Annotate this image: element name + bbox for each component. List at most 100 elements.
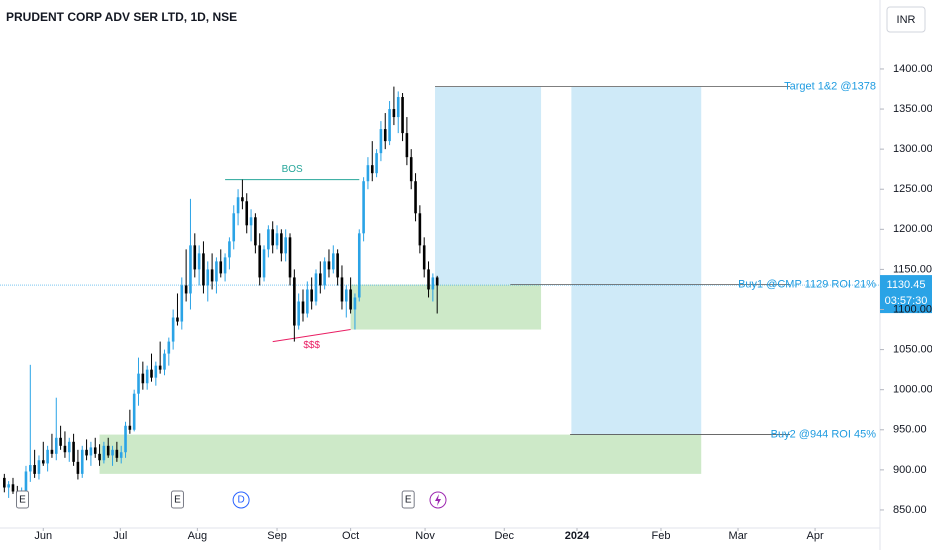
currency[interactable]: INR (897, 14, 916, 26)
candle-body (210, 269, 214, 282)
y-tick-label: 1350.00 (893, 103, 932, 115)
y-tick-label: 1200.00 (893, 223, 932, 235)
candle-body (336, 253, 339, 278)
structure-line (272, 329, 351, 343)
candle-body (7, 484, 10, 488)
candle-body (171, 317, 175, 342)
candle-body (340, 277, 344, 302)
candle-body (344, 289, 348, 302)
candle-body (59, 437, 62, 446)
y-tick-label: 1100.00 (893, 303, 932, 315)
y-tick-label: 850.00 (893, 504, 927, 516)
candle-body (288, 237, 292, 278)
candle-body (145, 369, 149, 384)
candle-body (379, 129, 383, 154)
structure-label: $$$ (303, 340, 320, 351)
zone (571, 86, 702, 435)
x-tick-label: Mar (729, 530, 748, 542)
candle-body (258, 245, 262, 278)
x-tick-label: 2024 (565, 530, 590, 542)
candle-body (327, 261, 331, 270)
candle-body (184, 285, 188, 294)
candle-body (375, 153, 378, 174)
candle-body (332, 253, 335, 270)
x-tick-label: Oct (342, 530, 359, 542)
candle-body (271, 229, 275, 246)
candle-body (435, 277, 439, 286)
split-icon-bolt (435, 494, 441, 506)
candle-body (37, 460, 41, 474)
candle-body (245, 201, 249, 226)
candle-body (409, 157, 413, 182)
y-tick-label: 950.00 (893, 424, 927, 436)
candle-body (418, 213, 422, 246)
candle-body (106, 445, 110, 456)
price-tag (880, 275, 932, 314)
candle-body (284, 237, 287, 254)
zone (435, 86, 542, 285)
candle-body (67, 441, 71, 453)
zone (99, 434, 702, 474)
event-label: E (19, 495, 26, 506)
candle-body (189, 245, 192, 294)
candle-body (249, 217, 253, 226)
candle-body (297, 301, 300, 326)
candle-body (137, 373, 140, 394)
price-tag-value: 1130.45 (887, 279, 926, 291)
candle-body (98, 453, 101, 461)
price-tag-countdown: 03:57:30 (885, 295, 928, 307)
candle-body (267, 229, 270, 250)
candle-body (63, 445, 67, 453)
candle-body (29, 465, 32, 472)
candle-body (46, 449, 49, 464)
candle-body (392, 109, 396, 118)
candle-body (24, 471, 28, 491)
x-tick-label: Dec (494, 530, 514, 542)
candle-body (323, 261, 326, 286)
candle-body (414, 181, 417, 214)
candle-body (167, 341, 171, 354)
candle-body (388, 109, 391, 142)
x-tick-label: Jul (113, 530, 127, 542)
candle-body (401, 97, 404, 134)
x-tick-label: Jun (34, 530, 52, 542)
zone (350, 284, 542, 330)
candle-body (141, 373, 145, 384)
candle-body (241, 197, 244, 202)
candle-body (275, 233, 279, 246)
candle-body (349, 289, 352, 310)
candle-body (128, 425, 132, 430)
y-tick-label: 1250.00 (893, 183, 932, 195)
candle-body (396, 97, 400, 118)
level-label: Target 1&2 @1378 (784, 81, 876, 93)
candle-body (180, 285, 184, 322)
candle-body (158, 365, 162, 370)
x-tick-label: Apr (807, 530, 824, 542)
candle-body (154, 365, 158, 378)
candle-body (236, 197, 240, 214)
event-label: D (237, 495, 244, 506)
candle-body (41, 460, 45, 464)
candle-body (132, 393, 136, 430)
candle-body (223, 257, 227, 274)
candle-body (150, 369, 153, 378)
candle-body (353, 297, 357, 310)
candle-body (197, 253, 201, 270)
candle-body (89, 447, 93, 456)
candle-body (422, 245, 426, 270)
candle-body (93, 447, 97, 454)
candle-body (357, 233, 361, 298)
candle-body (427, 269, 430, 290)
candle-body (124, 425, 127, 453)
level-label: Buy1 @CMP 1129 ROI 21% (738, 279, 876, 291)
candle-body (319, 273, 322, 286)
candle-body (370, 165, 374, 174)
candle-body (50, 449, 54, 454)
candle-body (219, 261, 223, 274)
y-tick-label: 1150.00 (893, 263, 932, 275)
currency-box[interactable] (886, 6, 926, 33)
candle-body (202, 253, 205, 286)
x-tick-label: Feb (651, 530, 670, 542)
candle-body (366, 165, 370, 182)
